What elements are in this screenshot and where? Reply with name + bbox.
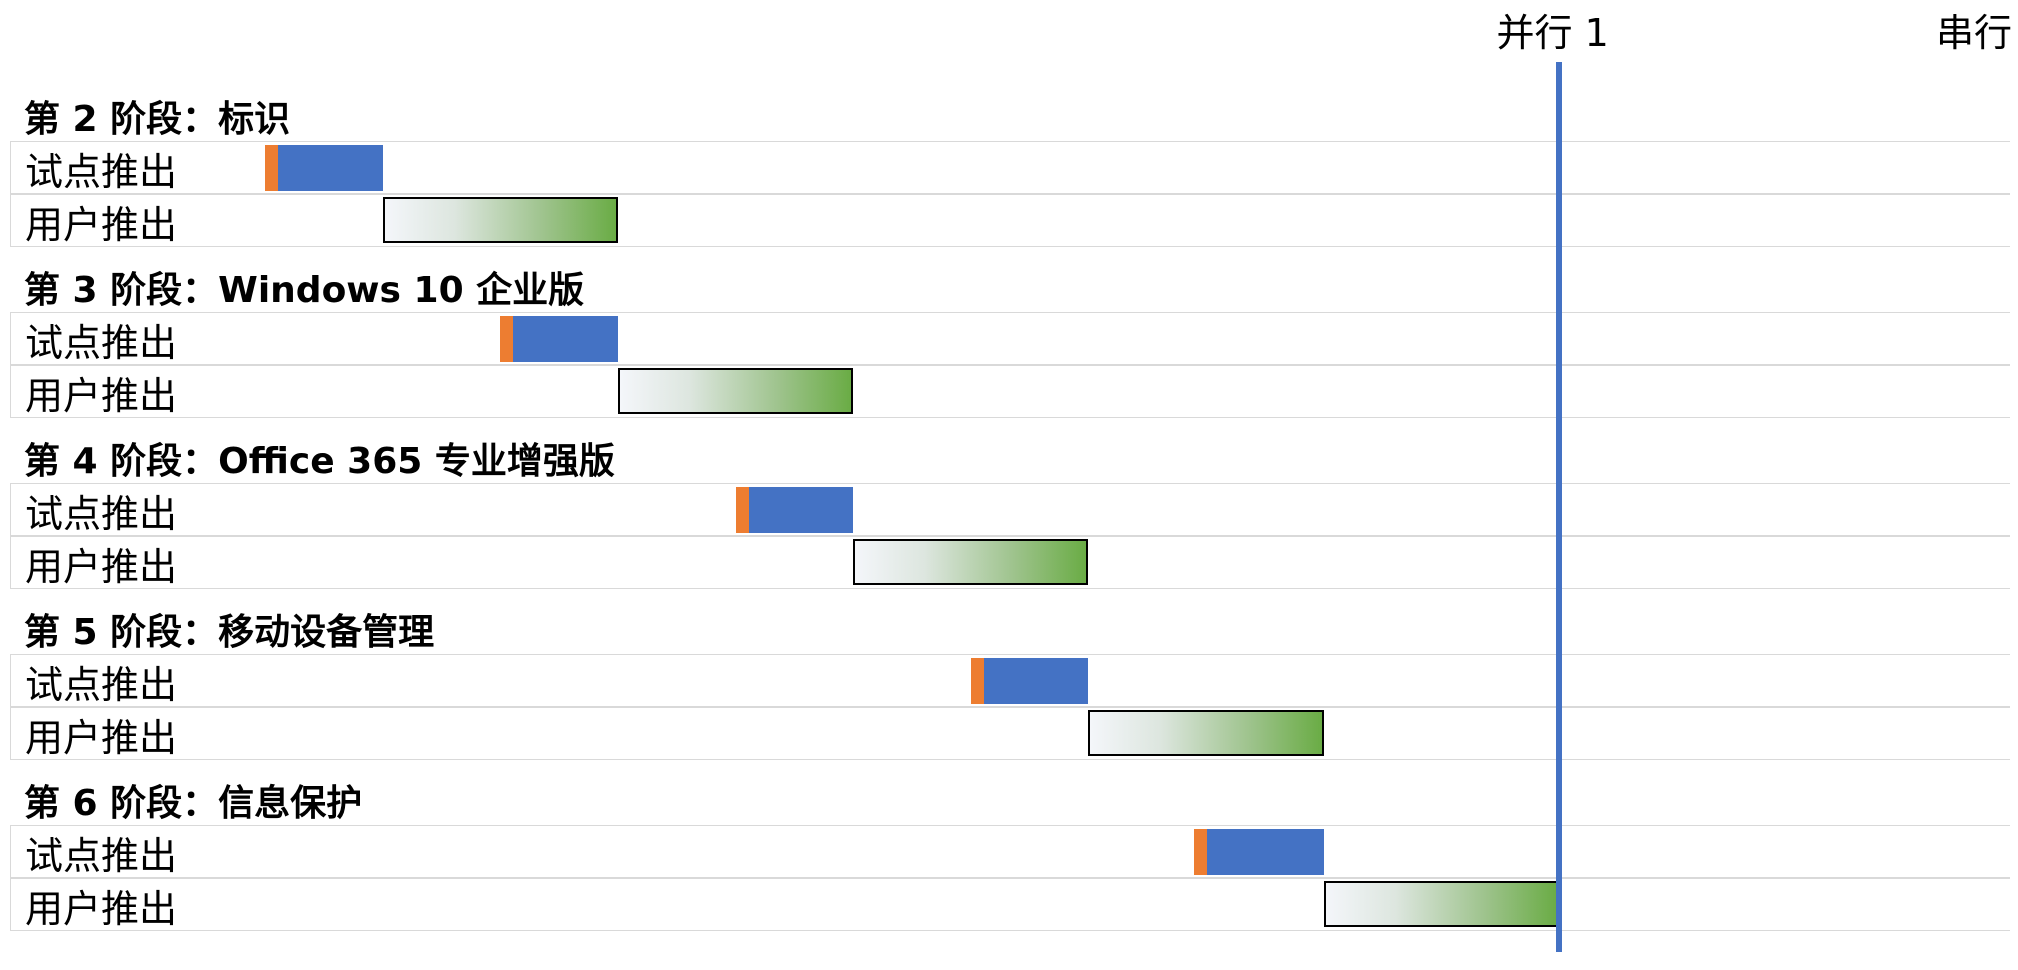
phase-title: 第 3 阶段：Windows 10 企业版 — [24, 270, 585, 311]
phase-title: 第 2 阶段：标识 — [24, 99, 291, 140]
task-label: 用户推出 — [25, 887, 178, 931]
phase-title: 第 5 阶段：移动设备管理 — [24, 612, 435, 653]
pilot-rollout-bar — [278, 145, 383, 191]
pilot-rollout-bar — [1207, 829, 1324, 875]
task-label: 试点推出 — [25, 150, 178, 194]
phase-title: 第 6 阶段：信息保护 — [24, 783, 363, 824]
milestone-label: 串行 — [1935, 11, 2012, 55]
user-rollout-bar — [1088, 710, 1324, 756]
pilot-rollout-bar — [513, 316, 618, 362]
pilot-rollout-bar — [983, 658, 1089, 704]
task-row: 用户推出 — [10, 194, 2010, 247]
task-label: 用户推出 — [25, 374, 178, 418]
pilot-start-marker — [735, 487, 749, 533]
task-row: 用户推出 — [10, 365, 2010, 418]
task-label: 用户推出 — [25, 716, 178, 760]
task-row: 试点推出 — [10, 825, 2010, 878]
user-rollout-bar — [382, 197, 618, 243]
user-rollout-bar — [853, 539, 1089, 585]
task-label: 用户推出 — [25, 203, 178, 247]
milestone-line — [1555, 62, 1562, 952]
task-row: 试点推出 — [10, 312, 2010, 365]
pilot-rollout-bar — [748, 487, 854, 533]
milestone-label: 并行 1 — [1496, 11, 1609, 55]
task-label: 试点推出 — [25, 663, 178, 707]
pilot-start-marker — [1194, 829, 1208, 875]
task-row: 试点推出 — [10, 654, 2010, 707]
pilot-start-marker — [970, 658, 984, 704]
pilot-start-marker — [500, 316, 514, 362]
user-rollout-bar — [1323, 881, 1559, 927]
pilot-start-marker — [265, 145, 279, 191]
task-label: 用户推出 — [25, 545, 178, 589]
task-label: 试点推出 — [25, 834, 178, 878]
task-row: 用户推出 — [10, 878, 2010, 931]
phase-title: 第 4 阶段：Office 365 专业增强版 — [24, 441, 615, 482]
task-row: 用户推出 — [10, 536, 2010, 589]
task-row: 试点推出 — [10, 141, 2010, 194]
task-label: 试点推出 — [25, 321, 178, 365]
user-rollout-bar — [618, 368, 854, 414]
task-label: 试点推出 — [25, 492, 178, 536]
task-row: 试点推出 — [10, 483, 2010, 536]
task-row: 用户推出 — [10, 707, 2010, 760]
